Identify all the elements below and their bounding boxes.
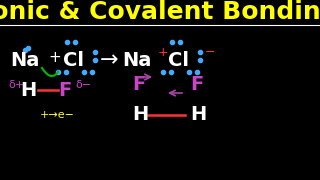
Text: +→e−: +→e− xyxy=(40,110,75,120)
Text: Na: Na xyxy=(122,51,151,69)
Text: H: H xyxy=(132,105,148,125)
Text: Ionic & Covalent Bonding: Ionic & Covalent Bonding xyxy=(0,0,320,24)
Text: H: H xyxy=(190,105,206,125)
Text: H: H xyxy=(20,80,36,100)
Text: δ+: δ+ xyxy=(8,80,24,90)
Text: +: + xyxy=(158,46,169,58)
Text: +: + xyxy=(48,51,61,66)
Text: →: → xyxy=(100,50,119,70)
Text: −: − xyxy=(205,46,215,58)
Text: F: F xyxy=(58,80,71,100)
Text: F: F xyxy=(132,75,145,94)
Text: δ−: δ− xyxy=(75,80,91,90)
Text: Cl: Cl xyxy=(63,51,84,69)
Text: Cl: Cl xyxy=(168,51,189,69)
Text: F: F xyxy=(190,75,203,94)
Text: Na: Na xyxy=(10,51,39,69)
